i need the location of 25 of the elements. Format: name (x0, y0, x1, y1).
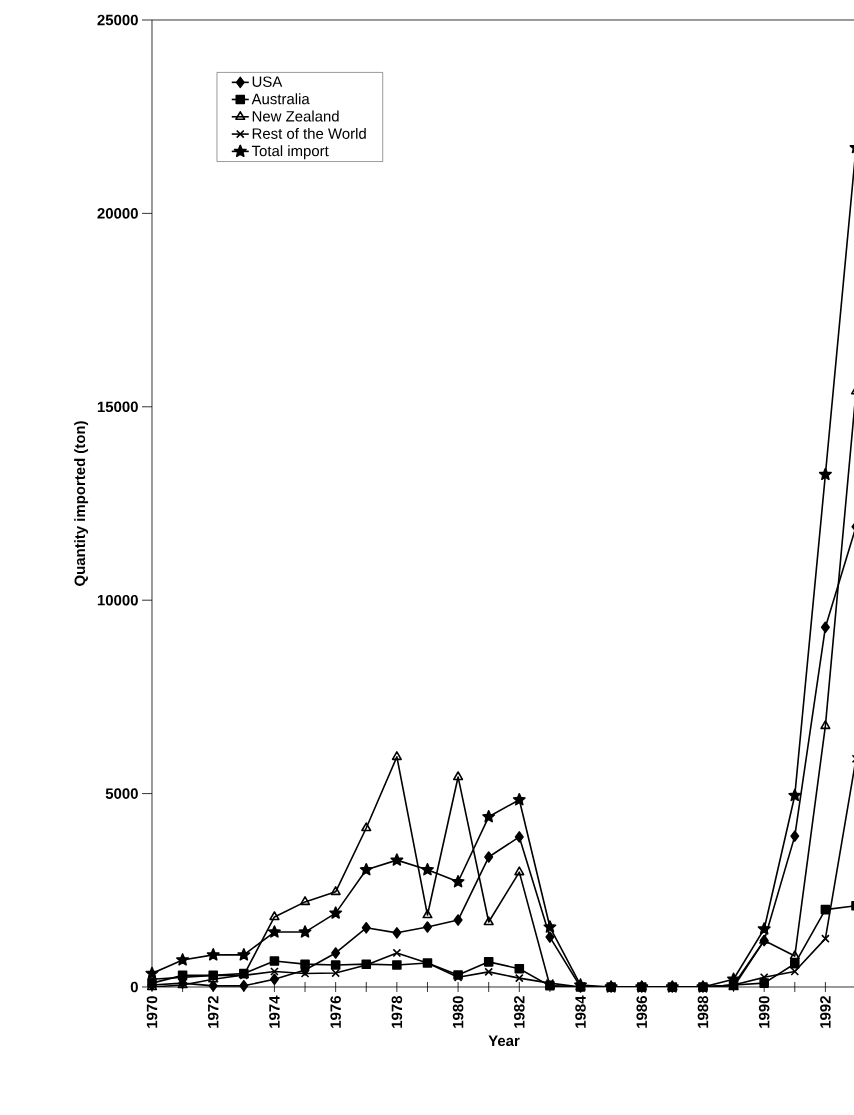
x-tick-label: 1978 (391, 995, 403, 1028)
y-tick-label: 20000 (97, 208, 138, 219)
y-tick-label: 25000 (97, 14, 138, 26)
x-tick-label: 1992 (820, 996, 831, 1028)
y-tick-label: 10000 (97, 594, 138, 606)
x-tick-label: 1976 (330, 996, 341, 1028)
x-tick-label: 1972 (207, 996, 219, 1028)
legend-label: USA (252, 76, 283, 87)
x-tick-label: 1986 (636, 996, 648, 1028)
x-tick-label: 1970 (146, 996, 158, 1028)
x-tick-label: 1974 (269, 995, 280, 1028)
x-tick-label: 1980 (452, 996, 464, 1028)
x-tick-label: 1988 (697, 995, 709, 1028)
y-tick-label: 0 (130, 981, 138, 993)
y-axis-title: Quantity imported (ton) (74, 421, 89, 586)
y-tick-label: 5000 (105, 788, 138, 799)
x-tick-label: 1984 (575, 995, 586, 1028)
legend-label: New Zealand (252, 110, 339, 122)
x-axis-title: Year (488, 1035, 520, 1047)
x-tick-label: 1990 (758, 996, 770, 1028)
legend-label: Australia (251, 93, 310, 105)
x-tick-label: 1982 (514, 996, 525, 1028)
legend-label: Total import (251, 145, 329, 160)
y-tick-label: 15000 (97, 401, 138, 413)
legend-label: Rest of the World (252, 127, 366, 139)
